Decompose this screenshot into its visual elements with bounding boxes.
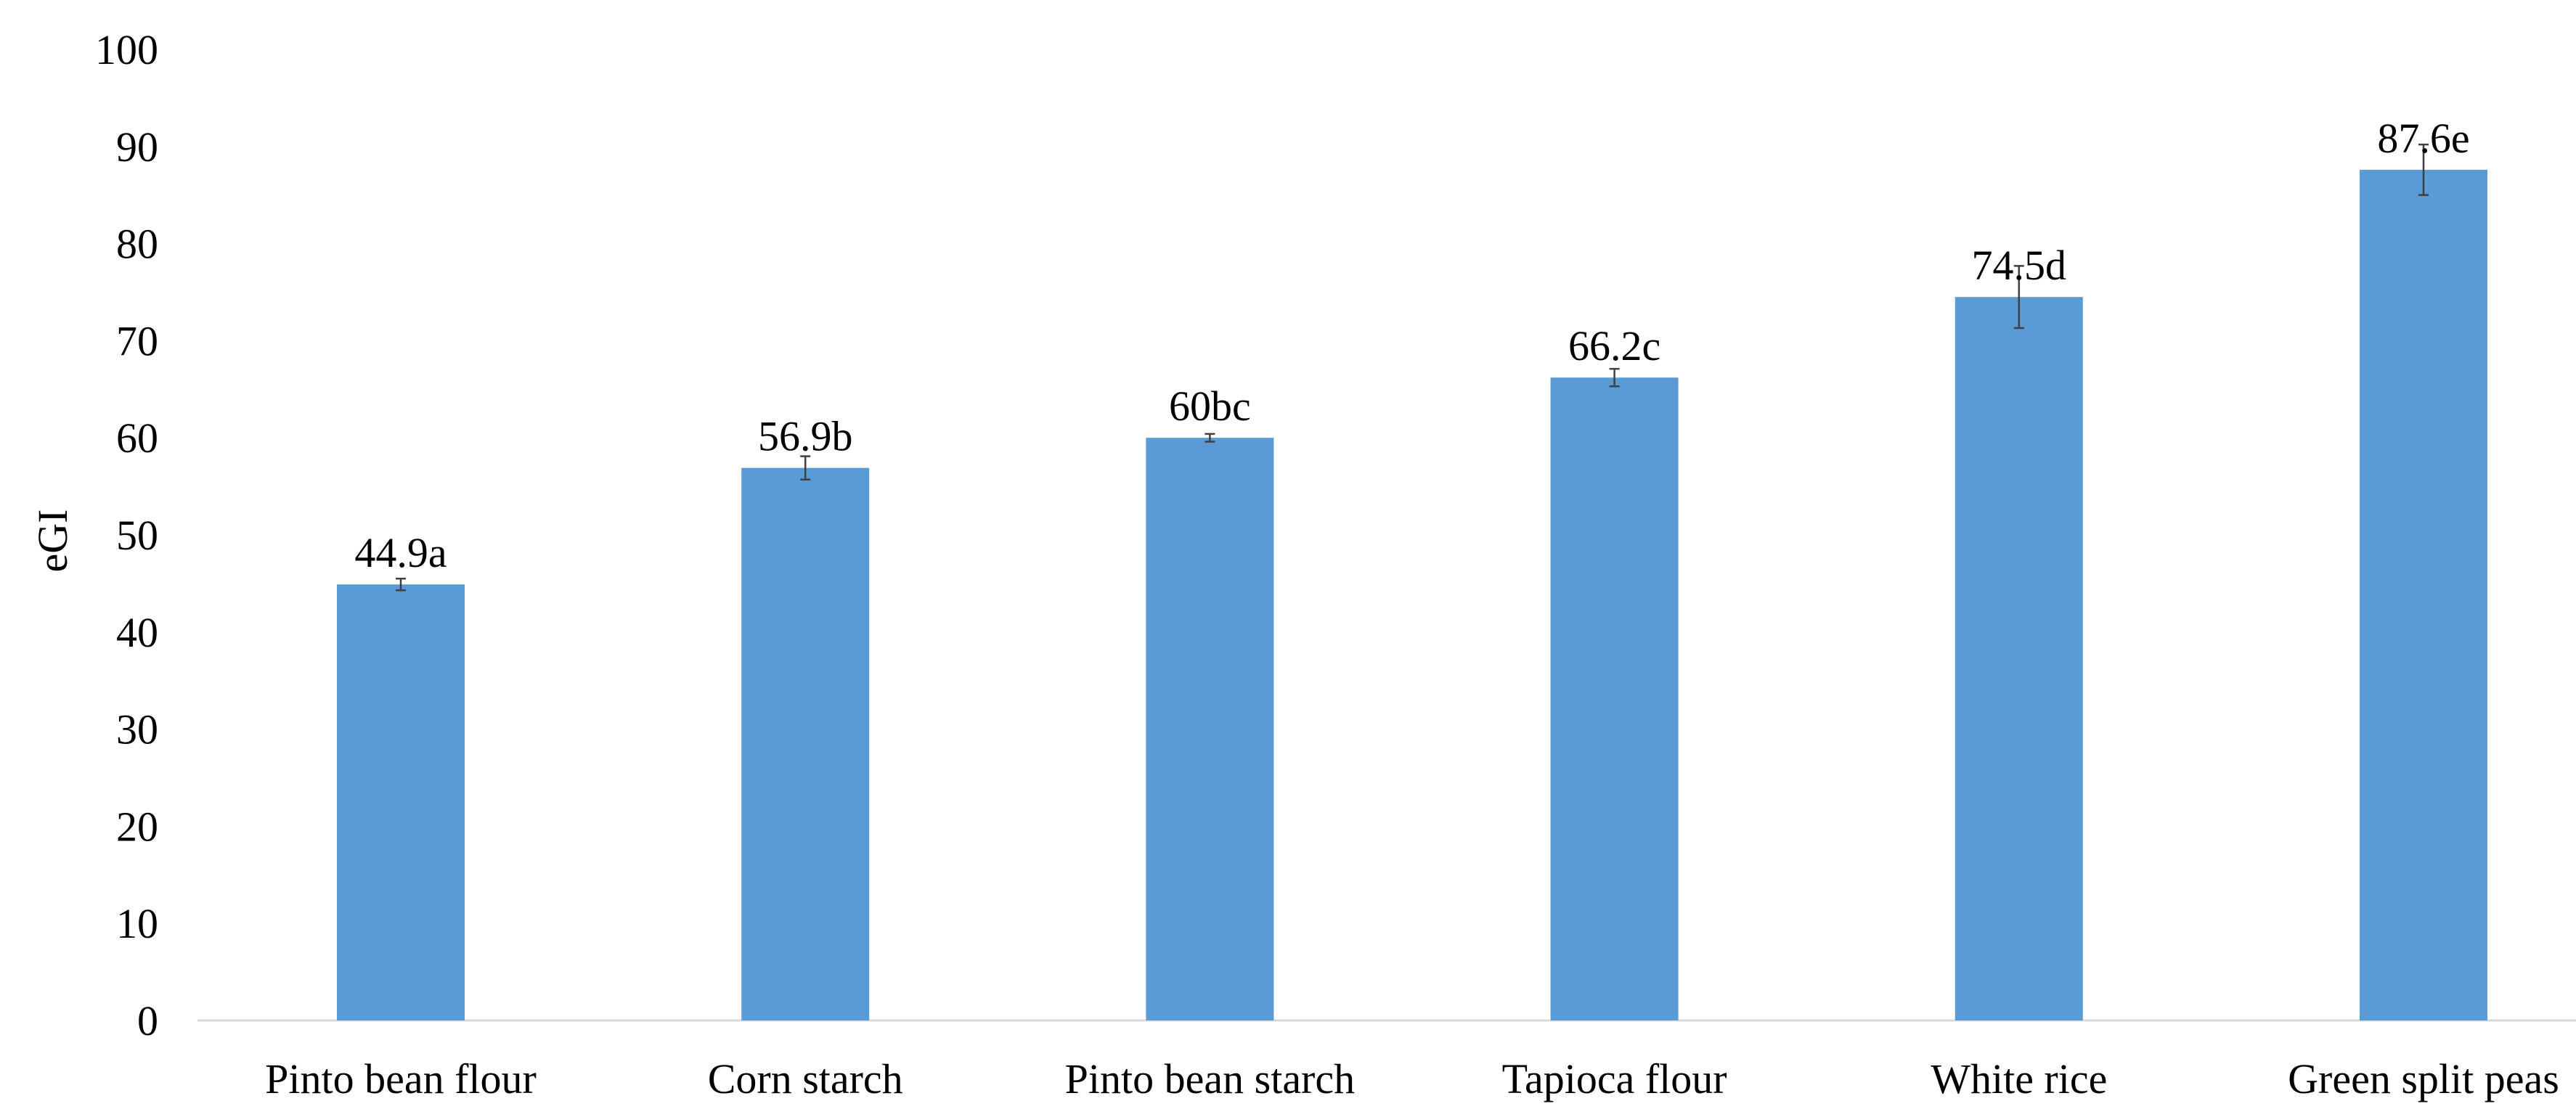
- y-tick-label: 40: [116, 609, 158, 656]
- x-tick-label: White rice: [1931, 1055, 2107, 1102]
- y-tick-label: 0: [137, 997, 158, 1044]
- y-tick-label: 80: [116, 221, 158, 268]
- bar: [337, 584, 465, 1020]
- bar: [741, 467, 870, 1020]
- x-tick-label: Tapioca flour: [1502, 1055, 1727, 1102]
- x-axis-tick-labels: Pinto bean flour Corn starch Pinto bean st…: [265, 1055, 2559, 1102]
- y-tick-label: 100: [95, 26, 158, 73]
- error-bars: [396, 143, 2429, 592]
- bars: [337, 169, 2487, 1021]
- bar: [1550, 377, 1679, 1020]
- bar: [1146, 438, 1274, 1020]
- error-bar: [2013, 265, 2024, 330]
- bar: [1955, 297, 2083, 1020]
- x-tick-label: Green split peas: [2288, 1055, 2559, 1102]
- error-bar: [396, 577, 406, 592]
- y-tick-label: 70: [116, 317, 158, 364]
- data-label: 87.6e: [2377, 115, 2469, 162]
- y-tick-label: 50: [116, 512, 158, 559]
- error-bar: [800, 455, 811, 480]
- y-axis-label: eGI: [29, 510, 76, 573]
- data-label: 74.5d: [1972, 242, 2067, 289]
- y-tick-label: 20: [116, 803, 158, 850]
- y-tick-label: 90: [116, 123, 158, 171]
- error-bar: [2418, 143, 2429, 196]
- data-label: 66.2c: [1568, 322, 1660, 369]
- y-tick-label: 60: [116, 414, 158, 462]
- x-tick-label: Pinto bean flour: [265, 1055, 537, 1102]
- x-tick-label: Corn starch: [708, 1055, 903, 1102]
- x-tick-label: Pinto bean starch: [1065, 1055, 1355, 1102]
- data-labels: 44.9a 56.9b 60bc 66.2c 74.5d 87.6e: [354, 115, 2469, 576]
- data-label: 56.9b: [758, 413, 853, 460]
- error-bar: [1205, 433, 1215, 443]
- y-axis-ticks: 0 10 20 30 40 50 60 70 80 90 100: [95, 26, 158, 1044]
- error-bar: [1609, 367, 1620, 388]
- y-tick-label: 30: [116, 706, 158, 753]
- data-label: 44.9a: [354, 529, 447, 576]
- y-tick-label: 10: [116, 900, 158, 947]
- bar: [2360, 169, 2487, 1021]
- data-label: 60bc: [1169, 382, 1251, 430]
